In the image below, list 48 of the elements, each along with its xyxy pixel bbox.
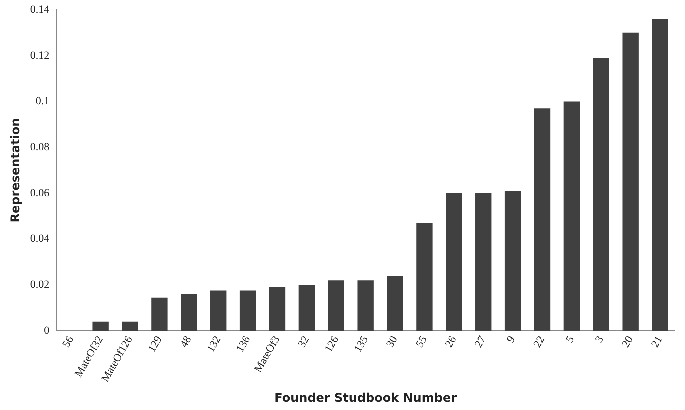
bar — [622, 32, 639, 332]
x-tick-label: 56 — [60, 334, 77, 350]
y-tick-label: 0.04 — [30, 233, 50, 246]
x-tick-label: 27 — [472, 334, 489, 350]
y-tick-label: 0 — [44, 324, 50, 337]
x-tick-label: 135 — [352, 334, 372, 355]
y-tick-label: 0.06 — [30, 187, 50, 200]
x-tick-label: 32 — [296, 334, 312, 350]
bar — [358, 280, 374, 332]
x-tick-label: 9 — [505, 334, 518, 346]
x-tick-label: 26 — [443, 334, 460, 350]
y-tick-label: 0.14 — [30, 4, 50, 16]
x-tick-label: 21 — [649, 334, 666, 350]
y-tick-label: 0.12 — [30, 50, 50, 62]
bar — [387, 276, 404, 332]
y-axis-title: Representation — [8, 118, 22, 223]
y-tick-label: 0.1 — [36, 96, 50, 108]
x-tick-label: 55 — [414, 334, 430, 350]
x-tick-label: 48 — [178, 334, 195, 350]
bar — [298, 285, 316, 332]
bar — [181, 294, 198, 332]
bar — [92, 322, 109, 332]
x-tick-label: 126 — [322, 334, 342, 355]
x-tick-label: 22 — [532, 334, 548, 350]
bar — [534, 108, 551, 332]
bar — [328, 280, 344, 332]
bar — [593, 58, 610, 332]
bar — [269, 288, 286, 332]
bar — [122, 322, 138, 332]
x-axis-title: Founder Studbook Number — [274, 390, 458, 405]
x-tick-label: 129 — [146, 334, 166, 355]
bar — [446, 193, 462, 332]
bar — [476, 193, 492, 332]
bar — [240, 290, 256, 332]
bar — [652, 19, 668, 332]
x-tick-label: 5 — [564, 334, 578, 346]
x-tick-label: 30 — [384, 334, 401, 350]
bar — [504, 191, 522, 332]
bar — [564, 102, 580, 332]
x-tick-label: 136 — [234, 334, 254, 355]
bar — [210, 290, 227, 332]
x-tick-label: 20 — [620, 334, 636, 350]
x-tick-label: 132 — [205, 334, 224, 355]
y-tick-label: 0.08 — [30, 142, 50, 154]
bar — [416, 223, 433, 332]
bar — [152, 298, 168, 332]
x-tick-label: 3 — [593, 334, 607, 346]
y-tick-label: 0.02 — [30, 279, 50, 292]
